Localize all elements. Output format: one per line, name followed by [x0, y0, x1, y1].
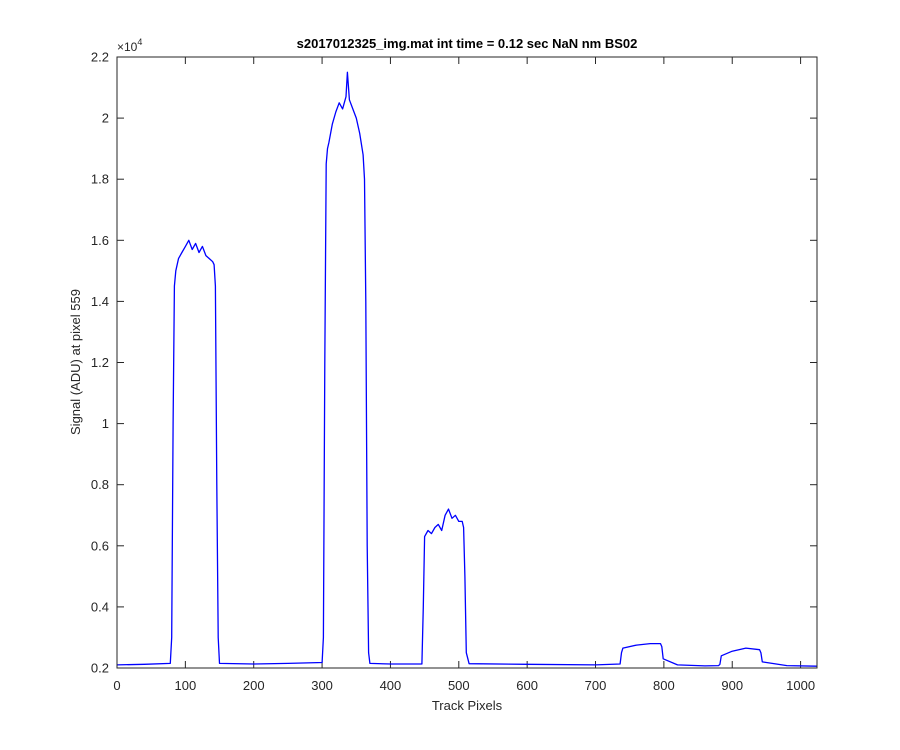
y-tick-label: 0.6 [91, 538, 109, 553]
series-layer [116, 71, 818, 667]
plot-frame [116, 56, 818, 669]
x-tick-label: 500 [448, 678, 470, 693]
y-exponent-base: ×10 [117, 40, 138, 54]
y-tick-label: 1.4 [91, 294, 109, 309]
x-tick-label: 400 [380, 678, 402, 693]
plot-area [117, 57, 817, 668]
x-tick-label: 600 [516, 678, 538, 693]
x-tick-label: 100 [175, 678, 197, 693]
x-tick-label: 700 [585, 678, 607, 693]
x-tick-label: 900 [721, 678, 743, 693]
y-tick-label: 0.2 [91, 661, 109, 676]
x-tick-label: 200 [243, 678, 265, 693]
y-exponent-power: 4 [137, 37, 142, 47]
y-tick-label: 2.2 [91, 50, 109, 65]
y-axis-label: Signal (ADU) at pixel 559 [68, 289, 83, 435]
y-tick-label: 0.4 [91, 599, 109, 614]
x-tick-label: 800 [653, 678, 675, 693]
chart-title: s2017012325_img.mat int time = 0.12 sec … [297, 36, 638, 51]
x-axis-label: Track Pixels [432, 698, 503, 713]
y-tick-label: 0.8 [91, 477, 109, 492]
y-tick-label: 1.6 [91, 233, 109, 248]
signal-line [116, 71, 818, 667]
y-tick-label: 1.8 [91, 172, 109, 187]
y-axis-exponent: ×104 [117, 37, 142, 54]
y-tick-label: 1.2 [91, 355, 109, 370]
x-tick-label: 300 [311, 678, 333, 693]
y-tick-label: 2 [102, 111, 109, 126]
y-tick-label: 1 [102, 416, 109, 431]
x-tick-label: 0 [113, 678, 120, 693]
x-tick-label: 1000 [786, 678, 815, 693]
axis-ticks: 0 100 200 300 400 500 600 700 800 900 1000 0.2 0.4 0.… [91, 50, 817, 693]
